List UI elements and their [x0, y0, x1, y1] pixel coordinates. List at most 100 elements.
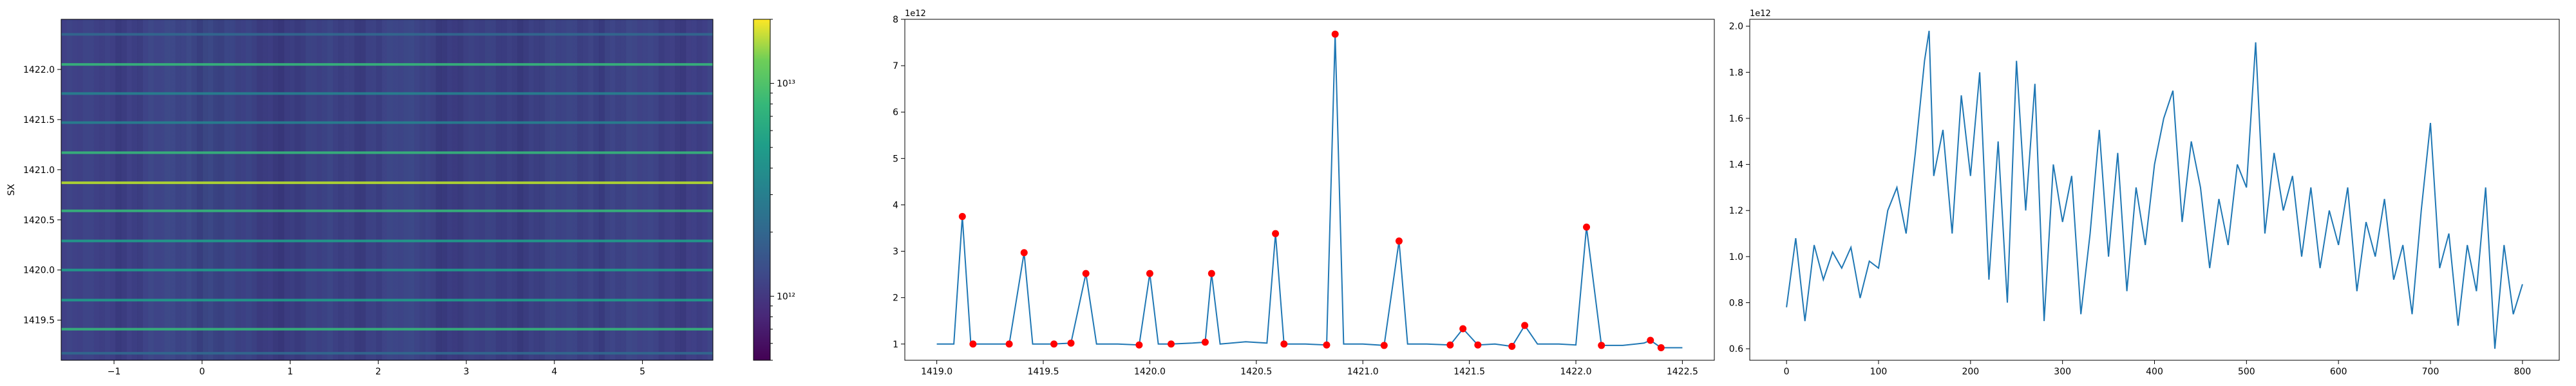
heatmap-column	[175, 19, 182, 360]
heatmap-column	[120, 19, 127, 360]
heatmap-row-band	[61, 181, 713, 185]
heatmap-column	[653, 19, 659, 360]
heatmap-ylabel: SX	[6, 183, 17, 196]
heatmap-column	[208, 19, 214, 360]
heatmap-column	[376, 19, 383, 360]
peak-marker	[1167, 340, 1175, 348]
x-tick-label: 1420.0	[1134, 367, 1166, 377]
heatmap-row-band	[61, 121, 713, 124]
peak-marker	[1005, 340, 1013, 348]
heatmap-column	[620, 19, 627, 360]
heatmap-column	[517, 19, 524, 360]
y-tick-label: 8	[893, 15, 898, 25]
x-tick-label: 0	[199, 367, 205, 377]
heatmap-column	[582, 19, 589, 360]
x-tick-label: 100	[1870, 367, 1888, 377]
heatmap-column	[702, 19, 708, 360]
heatmap-column	[251, 19, 258, 360]
heatmap-frame	[61, 19, 714, 361]
heatmap-column	[550, 19, 556, 360]
heatmap-column	[495, 19, 502, 360]
heatmap-column	[511, 19, 518, 360]
heatmap-column	[224, 19, 230, 360]
intensity-series-line	[1786, 30, 2523, 349]
peak-marker	[1323, 341, 1331, 349]
heatmap-row-band	[61, 33, 713, 36]
y-tick-label: 1420.5	[23, 216, 55, 226]
heatmap-column	[479, 19, 485, 360]
heatmap-column	[338, 19, 345, 360]
heatmap-column	[670, 19, 676, 360]
heatmap-column	[425, 19, 431, 360]
heatmap-column	[571, 19, 578, 360]
peak-marker	[1135, 341, 1143, 349]
peak-marker	[1583, 223, 1591, 231]
heatmap-column	[593, 19, 600, 360]
heatmap-column	[408, 19, 415, 360]
y-tick-label: 4	[893, 200, 898, 210]
heatmap-column	[267, 19, 274, 360]
y-tick-label: 1422.0	[23, 65, 55, 75]
heatmap-column	[544, 19, 551, 360]
heatmap-column	[88, 19, 95, 360]
heatmap-column	[131, 19, 138, 360]
heatmap-column	[463, 19, 469, 360]
heatmap-row-band	[61, 268, 713, 271]
heatmap-column	[598, 19, 605, 360]
heatmap-column	[609, 19, 616, 360]
heatmap-column	[642, 19, 649, 360]
heatmap-column	[566, 19, 573, 360]
heatmap-row-band	[61, 92, 713, 95]
peaks-plot-area	[904, 19, 1715, 361]
heatmap-panel: −1 0 1 2 3 4 5 1419.5 1420.0 1420.5 1421.0 1421.5 1…	[6, 19, 795, 377]
heatmap-column	[387, 19, 393, 360]
heatmap-column	[262, 19, 268, 360]
heatmap-column	[560, 19, 567, 360]
heatmap-column	[185, 19, 192, 360]
heatmap-column	[310, 19, 317, 360]
heatmap-column	[213, 19, 220, 360]
y-tick-label: 5	[893, 154, 898, 164]
heatmap-column	[626, 19, 632, 360]
heatmap-column	[430, 19, 436, 360]
heatmap-column	[637, 19, 643, 360]
peak-marker	[1380, 342, 1388, 349]
y-tick-label: 1419.5	[23, 316, 55, 326]
heatmap-column	[82, 19, 89, 360]
heatmap-column	[528, 19, 535, 360]
x-tick-label: 600	[2330, 367, 2347, 377]
heatmap-column	[316, 19, 322, 360]
y-tick-label: 2	[893, 293, 898, 304]
heatmap-column	[382, 19, 388, 360]
heatmap-column	[680, 19, 687, 360]
peaks-offset-text: 1e12	[905, 9, 926, 19]
heatmap-column	[300, 19, 306, 360]
heatmap-column	[501, 19, 507, 360]
heatmap-column	[61, 19, 67, 360]
heatmap-column	[321, 19, 328, 360]
heatmap-column	[137, 19, 143, 360]
heatmap-column	[126, 19, 132, 360]
heatmap-column	[66, 19, 73, 360]
peak-marker	[1146, 270, 1153, 277]
heatmap-column	[94, 19, 100, 360]
heatmap-column	[631, 19, 638, 360]
heatmap-column	[99, 19, 105, 360]
heatmap-column	[354, 19, 361, 360]
peak-marker	[1446, 341, 1454, 349]
peak-marker	[1272, 230, 1280, 237]
colorbar	[753, 19, 771, 361]
heatmap-column	[707, 19, 714, 360]
x-tick-label: 1422.0	[1560, 367, 1591, 377]
x-tick-label: 300	[2054, 367, 2071, 377]
heatmap-column	[457, 19, 464, 360]
peak-marker	[1082, 270, 1090, 277]
peak-marker	[1067, 339, 1075, 347]
heatmap-column	[506, 19, 513, 360]
heatmap-column	[398, 19, 404, 360]
heatmap-row-band	[61, 352, 713, 355]
heatmap-column	[419, 19, 426, 360]
peak-marker	[1050, 340, 1058, 348]
heatmap-column	[664, 19, 670, 360]
